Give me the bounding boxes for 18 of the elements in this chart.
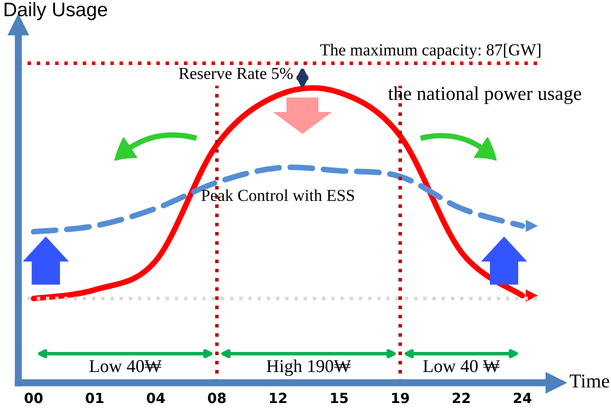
x-tick-label: 04 bbox=[146, 392, 165, 404]
annotation: Low 40₩ bbox=[89, 360, 162, 372]
x-tick-label: 15 bbox=[331, 392, 348, 404]
text: Reserve Rate 5% bbox=[178, 68, 293, 80]
series-label: Peak Control with ESS bbox=[201, 189, 354, 202]
x-tick-label: 08 bbox=[208, 392, 226, 404]
x-axis-title: Time bbox=[570, 374, 610, 388]
annotation: Low 40 ₩ bbox=[423, 360, 500, 372]
series-label: the national power usage bbox=[388, 86, 582, 104]
x-tick-label: 19 bbox=[392, 392, 409, 404]
y-axis-title: Daily Usage bbox=[4, 2, 108, 20]
x-tick-label: 12 bbox=[270, 392, 286, 403]
annotation: High 190₩ bbox=[266, 359, 351, 376]
text: The maximum capacity: 87[GW] bbox=[320, 44, 540, 59]
x-tick-label: 24 bbox=[514, 392, 532, 403]
x-tick-label: 22 bbox=[452, 392, 470, 403]
x-tick-label: 01 bbox=[86, 392, 104, 404]
x-tick-label: 00 bbox=[24, 392, 43, 404]
